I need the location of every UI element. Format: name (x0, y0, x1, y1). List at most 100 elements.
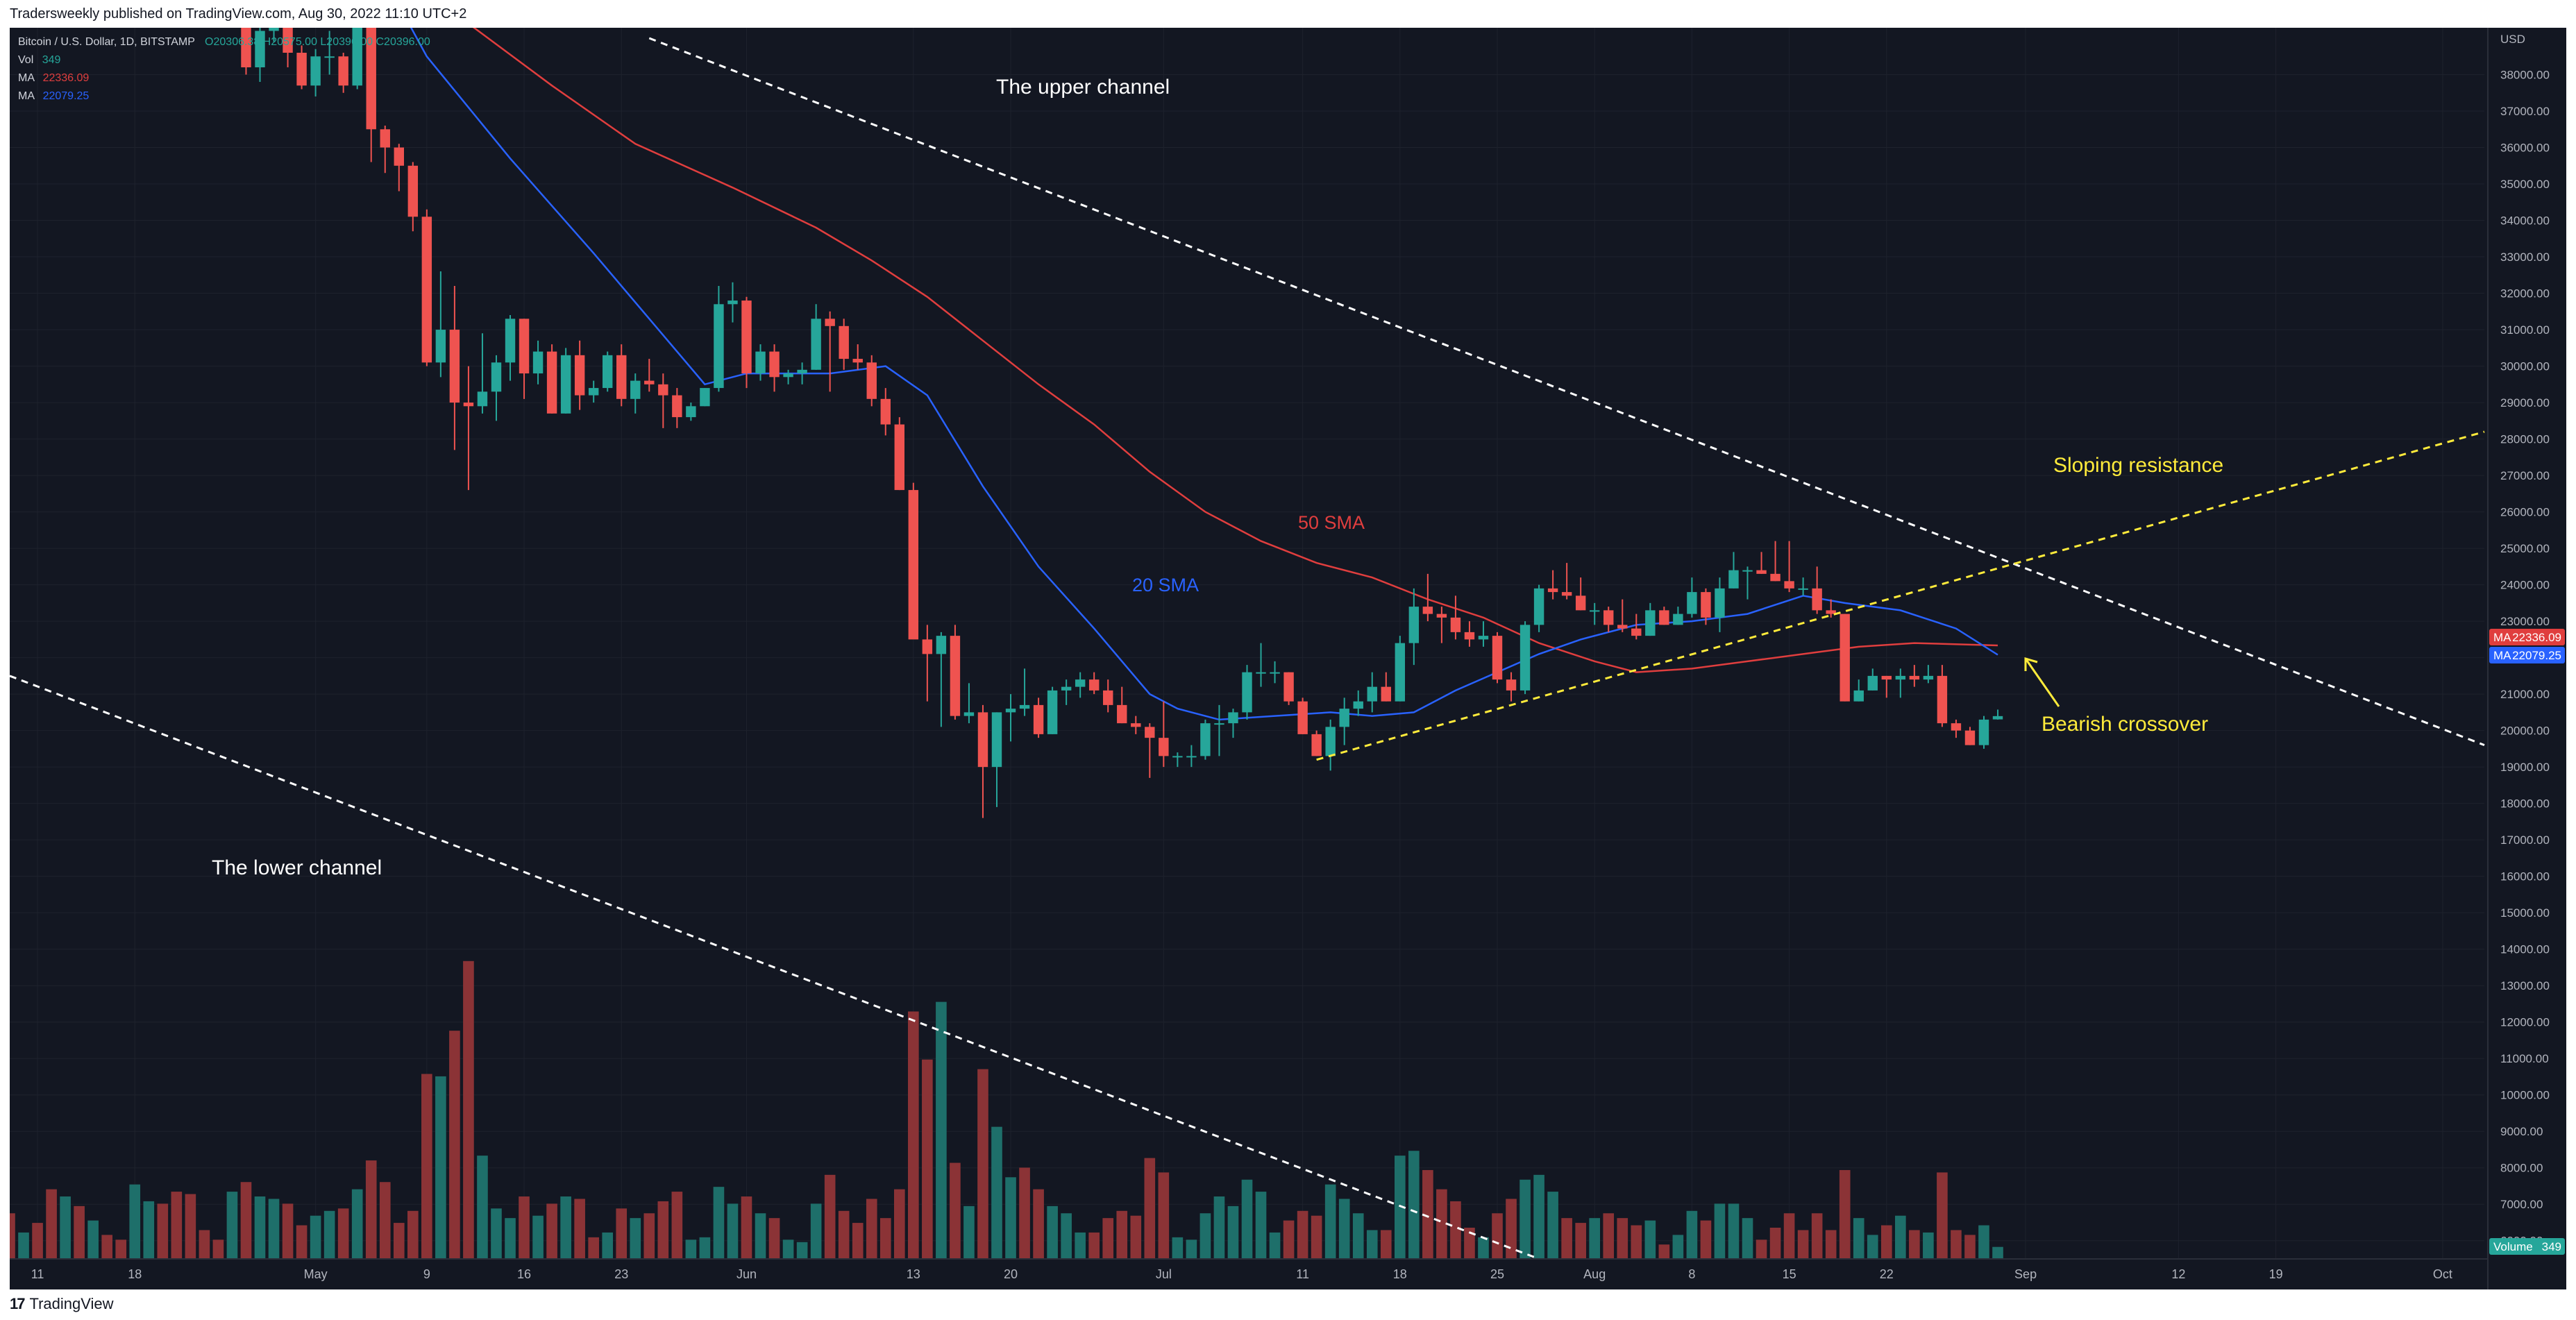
x-tick-label: 16 (517, 1267, 531, 1281)
volume-bar (240, 1182, 252, 1259)
volume-bar (1895, 1215, 1906, 1259)
volume-bar (1811, 1213, 1823, 1259)
y-tick-label: 13000.00 (2500, 979, 2550, 992)
volume-bar (407, 1210, 419, 1259)
volume-bar (337, 1208, 349, 1259)
x-tick-label: 12 (2171, 1267, 2185, 1281)
candle-body (1798, 588, 1808, 590)
volume-bar (212, 1239, 224, 1259)
x-tick-label: 8 (1688, 1267, 1695, 1281)
volume-bar (1213, 1196, 1225, 1259)
volume-bar (477, 1156, 488, 1259)
candle-body (963, 712, 975, 716)
tradingview-logo[interactable]: 17 TradingView (10, 1295, 114, 1313)
candle-body (1478, 636, 1489, 640)
x-tick-label: 11 (1296, 1267, 1309, 1281)
legend-ma50-row[interactable]: MA 22336.09 (18, 72, 89, 85)
candle-body (588, 388, 599, 396)
volume-bar (1951, 1230, 1962, 1259)
x-tick-label: 11 (31, 1267, 44, 1281)
volume-bar (365, 1160, 377, 1259)
lower-channel-label: The lower channel (212, 856, 382, 879)
volume-bar (1255, 1192, 1267, 1259)
candle-body (839, 325, 849, 359)
y-tick-label: 16000.00 (2500, 870, 2550, 883)
grid (10, 28, 2484, 1259)
candle-body (797, 369, 807, 374)
volume-bar (505, 1218, 516, 1259)
y-tick-label: 25000.00 (2500, 542, 2550, 555)
publisher-text: Tradersweekly published on TradingView.c… (10, 6, 467, 22)
candle-body (394, 147, 404, 166)
candle-body (1186, 756, 1197, 758)
volume-bar (1061, 1213, 1072, 1259)
candle-body (421, 217, 432, 363)
volume-bar (18, 1232, 29, 1259)
volume-badge-label: Volume (2493, 1240, 2533, 1253)
volume-bar (1561, 1218, 1572, 1259)
chart-frame[interactable]: The upper channel The lower channel 50 S… (10, 28, 2566, 1289)
y-tick-label: 35000.00 (2500, 178, 2550, 191)
price-chart[interactable]: The upper channel The lower channel 50 S… (10, 28, 2566, 1289)
candle-body (1117, 704, 1127, 724)
candle-body (1909, 675, 1920, 680)
volume-bar (310, 1215, 321, 1259)
volume-bar (491, 1208, 502, 1259)
candle-body (1256, 672, 1266, 674)
candle-body (616, 355, 627, 399)
volume-bar (1964, 1235, 1976, 1259)
volume-bar (1756, 1239, 1767, 1259)
candle-body (1673, 614, 1683, 625)
candle-body (950, 636, 961, 716)
candle-body (1715, 588, 1725, 618)
legend-symbol[interactable]: Bitcoin / U.S. Dollar, 1D, BITSTAMP (18, 36, 195, 48)
volume-bar (643, 1213, 655, 1259)
candle-body (1603, 610, 1614, 625)
volume-bar (1644, 1220, 1656, 1259)
volume-bar (1408, 1151, 1420, 1259)
ma50-badge-value: 22336.09 (2512, 631, 2561, 644)
volume-bar (1130, 1215, 1142, 1259)
candle-body (1422, 607, 1433, 614)
candle-body (1519, 625, 1531, 691)
candle-body (755, 351, 766, 374)
legend-symbol-row[interactable]: Bitcoin / U.S. Dollar, 1D, BITSTAMP O203… (18, 36, 430, 49)
volume-bar (727, 1203, 739, 1259)
volume-bar (1769, 1228, 1781, 1259)
volume-bar (421, 1074, 432, 1259)
candle-body (1492, 636, 1503, 680)
candle-body (505, 319, 516, 363)
candle-body (1464, 632, 1475, 640)
volume-bar (1352, 1213, 1364, 1259)
x-tick-label: 9 (423, 1267, 430, 1281)
legend-ma20-row[interactable]: MA 22079.25 (18, 90, 89, 103)
volume-bar (1923, 1232, 1934, 1259)
candle-body (1631, 628, 1642, 636)
volume-bar (463, 961, 474, 1259)
candle-body (644, 380, 655, 384)
legend-volume-row[interactable]: Vol 349 (18, 54, 60, 67)
candle-body (1395, 643, 1406, 702)
volume-bar (908, 1011, 919, 1259)
volume-bar (1880, 1225, 1892, 1259)
candle-body (1617, 625, 1628, 629)
x-tick-label: 19 (2269, 1267, 2283, 1281)
candle-body (283, 28, 293, 53)
candle-body (1575, 595, 1586, 611)
volume-bar (1797, 1230, 1809, 1259)
y-tick-label: 33000.00 (2500, 251, 2550, 264)
volume-bar (226, 1192, 238, 1259)
candle-body (560, 355, 571, 414)
candle-body (894, 424, 905, 491)
candle-body (1088, 679, 1100, 691)
volume-bar (950, 1162, 961, 1259)
candle-body (1923, 675, 1934, 680)
volume-bar (560, 1196, 571, 1259)
volume-bar (1631, 1225, 1642, 1259)
candle-body (407, 165, 419, 217)
tradingview-logo-icon: 17 (10, 1295, 26, 1312)
volume-bar (185, 1194, 196, 1259)
volume-bar (1380, 1230, 1392, 1259)
volume-bar (630, 1218, 641, 1259)
x-tick-label: Aug (1583, 1267, 1606, 1281)
